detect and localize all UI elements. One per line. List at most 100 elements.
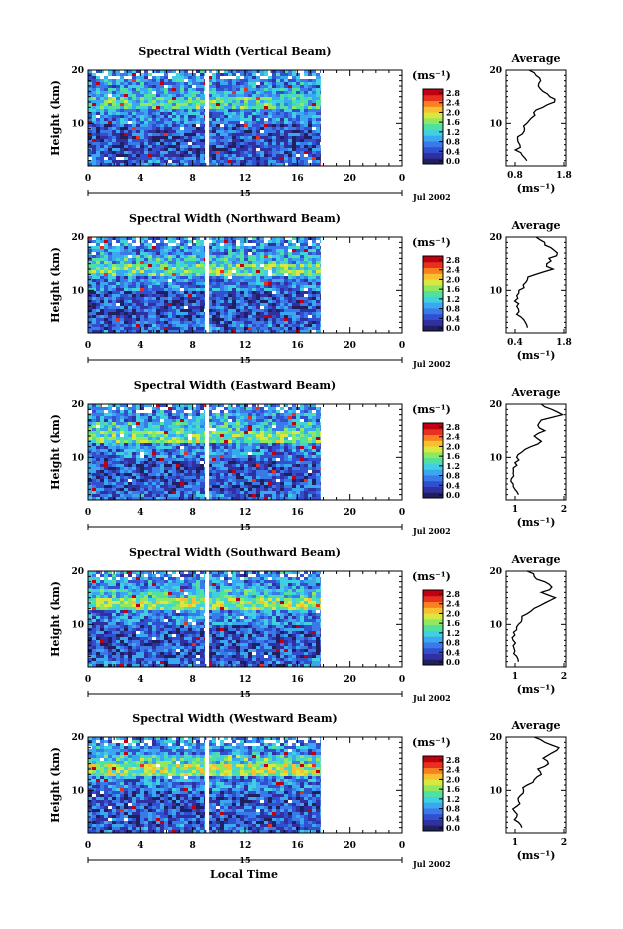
heatmap-cell (180, 318, 184, 321)
heatmap-cell (208, 151, 212, 154)
heatmap-cell (188, 109, 192, 112)
heatmap-cell (180, 106, 184, 109)
heatmap-cell (212, 79, 216, 82)
heatmap-cell (116, 249, 120, 252)
heatmap-cell (164, 410, 168, 413)
heatmap-cell (104, 124, 108, 127)
heatmap-cell (244, 264, 248, 267)
heatmap-cell (148, 124, 152, 127)
heatmap-cell (288, 121, 292, 124)
heatmap-cell (120, 282, 124, 285)
heatmap-cell (320, 276, 321, 279)
heatmap-cell (92, 270, 96, 273)
heatmap-cell (244, 163, 248, 166)
heatmap-cell (152, 246, 156, 249)
heatmap-cell (276, 288, 280, 291)
heatmap-cell (276, 428, 280, 431)
heatmap-cell (168, 109, 172, 112)
heatmap-cell (236, 452, 240, 455)
heatmap-cell (280, 112, 284, 115)
heatmap-cell (188, 103, 192, 106)
heatmap-cell (156, 82, 160, 85)
heatmap-cell (268, 312, 272, 315)
heatmap-cell (244, 312, 248, 315)
heatmap-cell (320, 246, 321, 249)
heatmap-cell (132, 151, 136, 154)
heatmap-cell (248, 270, 252, 273)
heatmap-cell (184, 151, 188, 154)
heatmap-cell (208, 100, 212, 103)
heatmap-cell (132, 318, 136, 321)
heatmap-cell (200, 109, 204, 112)
heatmap-cell (260, 330, 264, 333)
heatmap-cell (96, 76, 100, 79)
heatmap-cell (264, 130, 268, 133)
heatmap-cell (312, 94, 316, 97)
heatmap-cell (304, 237, 308, 240)
heatmap-cell (188, 330, 192, 333)
heatmap-cell (184, 330, 188, 333)
heatmap-cell (284, 85, 288, 88)
heatmap-cell (176, 276, 180, 279)
heatmap-cell (212, 264, 216, 267)
heatmap-cell (216, 404, 220, 407)
heatmap-cell (216, 422, 220, 425)
heatmap-cell (148, 321, 152, 324)
heatmap-cell (104, 321, 108, 324)
heatmap-cell (168, 94, 172, 97)
heatmap-cell (244, 279, 248, 282)
heatmap-cell (240, 449, 244, 452)
heatmap-cell (236, 300, 240, 303)
heatmap-cell (244, 407, 248, 410)
heatmap-cell (296, 303, 300, 306)
heatmap-cell (224, 142, 228, 145)
heatmap-cell (164, 255, 168, 258)
heatmap-cell (208, 282, 212, 285)
heatmap-cell (296, 449, 300, 452)
heatmap-cell (232, 431, 236, 434)
heatmap-cell (236, 130, 240, 133)
heatmap-cell (200, 297, 204, 300)
heatmap-cell (124, 139, 128, 142)
heatmap-cell (108, 88, 112, 91)
heatmap-cell (164, 291, 168, 294)
heatmap-cell (176, 440, 180, 443)
colorbar-frame (422, 255, 444, 332)
x-tick-label: 8 (190, 341, 196, 351)
heatmap-cell (140, 431, 144, 434)
heatmap-cell (176, 160, 180, 163)
heatmap-cell (196, 112, 200, 115)
heatmap-cell (156, 309, 160, 312)
heatmap-cell (264, 422, 268, 425)
heatmap-cell (236, 324, 240, 327)
heatmap-cell (268, 151, 272, 154)
heatmap-cell (128, 100, 132, 103)
heatmap-cell (104, 324, 108, 327)
heatmap-cell (288, 318, 292, 321)
heatmap-cell (148, 94, 152, 97)
heatmap-cell (292, 252, 296, 255)
heatmap-cell (276, 306, 280, 309)
heatmap-cell (88, 443, 92, 446)
heatmap-cell (96, 145, 100, 148)
heatmap-cell (312, 237, 316, 240)
heatmap-cell (128, 297, 132, 300)
heatmap-cell (316, 157, 320, 160)
heatmap-cell (152, 97, 156, 100)
heatmap-cell (284, 133, 288, 136)
heatmap-cell (220, 273, 224, 276)
heatmap-cell (268, 306, 272, 309)
heatmap-cell (304, 404, 308, 407)
heatmap-cell (304, 431, 308, 434)
heatmap-cell (128, 321, 132, 324)
heatmap-cell (296, 240, 300, 243)
heatmap-cell (284, 297, 288, 300)
heatmap-cell (160, 309, 164, 312)
heatmap-cell (304, 315, 308, 318)
date-label: Jul 2002 (412, 359, 451, 369)
heatmap-cell (288, 276, 292, 279)
heatmap-cell (320, 312, 321, 315)
heatmap-cell (264, 431, 268, 434)
heatmap-cell (160, 106, 164, 109)
heatmap-cell (152, 267, 156, 270)
